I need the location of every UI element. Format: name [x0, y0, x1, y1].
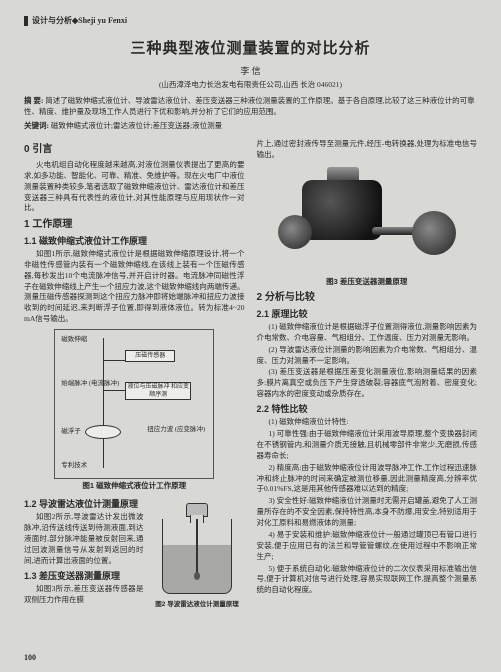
figure-1-diagram: 压磁传感器 液位与压磁脉冲 和应变顺序测 磁致伸缩 始端脉冲 (电流脉冲) 磁浮…: [54, 329, 214, 479]
keywords-text: 磁致伸缩式液位计;雷达液位计;差压变送器;液位测量: [51, 121, 222, 130]
p-1-3: 如图3所示,差压变送器传感器是双侧压力作用在膜: [24, 584, 144, 606]
p-2-7: 3) 安全性好:磁致伸缩液位计测量时无需开启罐盖,避免了人工测量所存在的不安全因…: [257, 496, 478, 529]
left-column: 0 引言 火电机组自动化程度越来越高,对液位测量仪表提出了更高的要求,如多功能、…: [24, 139, 245, 614]
figure-2: 图2 导波雷达液位计测量原理: [150, 499, 245, 610]
p-2-3: (3) 差压变送器是根据压差变化测量液位,影响测量结果的因素多:膜片离真空或负压…: [257, 367, 478, 400]
section-pinyin: Sheji yu Fenxi: [78, 16, 127, 27]
keywords-label: 关键词:: [24, 121, 49, 130]
p-0-1: 火电机组自动化程度越来越高,对液位测量仪表提出了更高的要求,如多功能、智能化、可…: [24, 160, 245, 214]
fig1-lbl-c: 始端脉冲 (电流脉冲): [61, 380, 119, 389]
figure-3-diagram: [272, 165, 462, 275]
header-bar: [24, 16, 28, 26]
keywords: 关键词: 磁致伸缩式液位计;雷达液位计;差压变送器;液位测量: [24, 121, 477, 131]
figure-3: 图3 差压变送器测量原理: [257, 165, 478, 287]
fig1-box-d: 液位与压磁脉冲 和应变顺序测: [125, 382, 191, 400]
h-0: 0 引言: [24, 143, 245, 157]
p-2-5: 1) 可靠性强:由于磁致伸缩液位计采用波导原理,整个变换器封闭在不锈钢管内,和测…: [257, 429, 478, 462]
page-title: 三种典型液位测量装置的对比分析: [24, 39, 477, 59]
h-1-2: 1.2 导波雷达液位计测量原理: [24, 498, 144, 510]
section-name: 设计与分析: [32, 16, 72, 27]
abstract: 摘 要: 简述了磁致伸缩式液位计、导波雷达液位计、差压变送器三种液位测量装置的工…: [24, 96, 477, 117]
p-1-1: 如图1所示,磁致伸缩式液位计是根据磁致伸缩原理设计,将一个非磁性传感管内装有一个…: [24, 249, 245, 325]
p-2-4: (1) 磁致伸缩液位计特性:: [257, 417, 478, 428]
figure-1-caption: 图1 磁致伸缩式液位计工作原理: [24, 481, 245, 491]
fig1-float: [85, 425, 121, 439]
p-right-pre: 片上,通过密封液传导至测量元件,经压-电转换器,处理为标准电信号输出。: [257, 139, 478, 161]
figure-2-caption: 图2 导波雷达液位计测量原理: [150, 601, 245, 610]
right-column: 片上,通过密封液传导至测量元件,经压-电转换器,处理为标准电信号输出。 图3 差…: [257, 139, 478, 614]
fig1-lbl-e: 磁浮子: [61, 428, 81, 437]
affiliation: (山西漳泽电力长治发电有限责任公司,山西 长治 046021): [24, 80, 477, 90]
fig1-box-b: 压磁传感器: [125, 350, 175, 362]
p-2-1: (1) 磁致伸缩液位计是根据磁浮子位置测得液位,测量影响因素为介电常数、介电容量…: [257, 322, 478, 344]
author: 李 信: [24, 65, 477, 77]
figure-3-caption: 图3 差压变送器测量原理: [257, 277, 478, 287]
abstract-label: 摘 要:: [24, 96, 43, 105]
p-2-6: 2) 精度高:由于磁致伸缩液位计用波导脉冲工作,工作过程迅速脉冲和终止脉冲的时间…: [257, 463, 478, 496]
h-1: 1 工作原理: [24, 218, 245, 232]
h-2: 2 分析与比较: [257, 291, 478, 305]
h-1-3: 1.3 差压变送器测量原理: [24, 570, 144, 582]
h-2-1: 2.1 原理比较: [257, 308, 478, 320]
fig1-lbl-a: 磁致伸缩: [61, 336, 87, 345]
fig1-lbl-g: 专利技术: [61, 462, 87, 471]
fig1-lbl-f: 扭应力波 (应变脉冲): [147, 426, 205, 435]
h-2-2: 2.2 特性比较: [257, 403, 478, 415]
page-number: 100: [24, 653, 36, 664]
figure-1: 压磁传感器 液位与压磁脉冲 和应变顺序测 磁致伸缩 始端脉冲 (电流脉冲) 磁浮…: [24, 329, 245, 491]
figure-2-diagram: [152, 499, 242, 599]
p-1-2: 如图2所示,导波雷达计发出微波脉冲,沿传送线传送到待测液面,到达液面时,部分脉冲…: [24, 512, 144, 566]
h-1-1: 1.1 磁致伸缩式液位计工作原理: [24, 235, 245, 247]
section-header: 设计与分析 ◆ Sheji yu Fenxi: [24, 16, 477, 27]
abstract-text: 简述了磁致伸缩式液位计、导波雷达液位计、差压变送器三种液位测量装置的工作原理。基…: [24, 96, 475, 116]
columns: 0 引言 火电机组自动化程度越来越高,对液位测量仪表提出了更高的要求,如多功能、…: [24, 139, 477, 614]
p-2-2: (2) 导波雷达液位计测量的影响因素为介电常数、气相组分、温度、压力对测量不一定…: [257, 345, 478, 367]
p-2-8: 4) 易于安装和维护:磁致伸缩液位计一般通过罐顶已有管口进行安装,便于应用已有的…: [257, 530, 478, 563]
p-2-9: 5) 便于系统自动化:磁致伸缩液位计的二次仪表采用标准输出信号,便于计算机对信号…: [257, 564, 478, 597]
